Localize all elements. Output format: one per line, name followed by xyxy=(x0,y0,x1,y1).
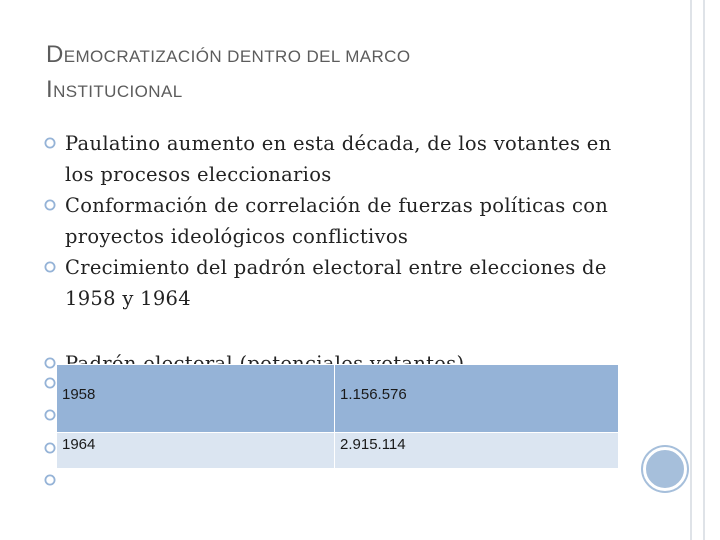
title-rest-2: nstitucional xyxy=(53,82,183,101)
table-row: 1958 1.156.576 xyxy=(56,364,619,433)
frame-line-right xyxy=(703,0,705,540)
year-cell: 1964 xyxy=(56,432,335,469)
table-row: 1964 2.915.114 xyxy=(56,432,619,469)
bullet-list: Paulatino aumento en esta década, de los… xyxy=(44,128,624,379)
bullet-circle-icon xyxy=(44,474,56,486)
bullet-item: Crecimiento del padrón electoral entre e… xyxy=(44,252,624,314)
title-initial-1: D xyxy=(46,41,64,68)
bullet-item: Paulatino aumento en esta década, de los… xyxy=(44,128,624,190)
voters-table: 1958 1.156.576 1964 2.915.114 xyxy=(56,364,619,469)
decorative-circle-icon xyxy=(643,447,687,491)
bullet-circle-icon xyxy=(44,261,56,273)
bullet-circle-icon xyxy=(44,357,56,369)
year-cell: 1958 xyxy=(56,364,335,433)
title-initial-2: I xyxy=(46,76,54,103)
frame-line-left xyxy=(690,0,692,540)
bullet-circle-icon xyxy=(44,377,56,389)
bullet-circle-icon xyxy=(44,442,56,454)
bullet-item: Conformación de correlación de fuerzas p… xyxy=(44,190,624,252)
bullet-circle-icon xyxy=(44,137,56,149)
title-line-2: Institucional xyxy=(46,73,606,108)
bullet-circle-icon xyxy=(44,409,56,421)
voters-cell: 1.156.576 xyxy=(334,364,619,433)
title-rest-1: emocratización dentro del marco xyxy=(63,47,411,66)
bullet-text: Conformación de correlación de fuerzas p… xyxy=(65,194,609,248)
slide-title: Democratización dentro del marco Institu… xyxy=(46,38,606,108)
bullet-text: Paulatino aumento en esta década, de los… xyxy=(65,132,612,186)
voters-cell: 2.915.114 xyxy=(334,432,619,469)
title-line-1: Democratización dentro del marco xyxy=(46,38,606,73)
bullet-text: Crecimiento del padrón electoral entre e… xyxy=(65,256,607,310)
bullet-circle-icon xyxy=(44,199,56,211)
